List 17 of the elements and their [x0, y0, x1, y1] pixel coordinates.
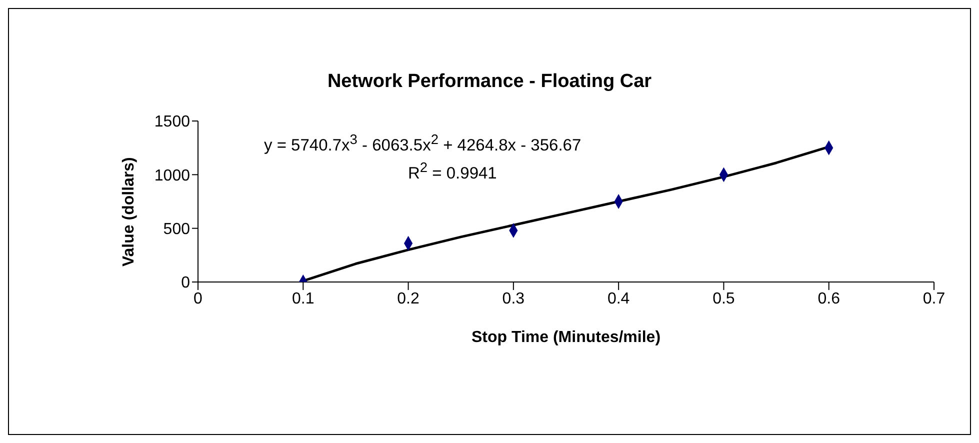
x-tick-label: 0.1: [292, 290, 314, 308]
y-tick-label: 500: [163, 221, 190, 238]
y-tick-label: 1000: [154, 167, 190, 184]
x-axis-title: Stop Time (Minutes/mile): [471, 329, 661, 346]
x-tick-label: 0.6: [818, 290, 840, 308]
x-tick-label: 0.3: [502, 290, 525, 308]
x-tick-label: 0: [194, 290, 203, 308]
y-axis-title: Value (dollars): [120, 157, 138, 266]
chart-title: Network Performance - Floating Car: [326, 71, 653, 93]
x-tick-label: 0.4: [607, 290, 630, 308]
annotation: y = 5740.7x$^{3}$ - 6063.5x$^{2}$ + 4264.8x - 356.67: [264, 132, 582, 156]
x-tick-label: 0.2: [397, 290, 420, 308]
y-tick-label: 0: [181, 274, 190, 292]
annotation: R$^{2}$ = 0.9941: [408, 160, 497, 184]
x-tick-label: 0.7: [922, 290, 946, 308]
y-tick-label: 1500: [154, 114, 190, 131]
x-tick-label: 0.5: [712, 290, 735, 308]
